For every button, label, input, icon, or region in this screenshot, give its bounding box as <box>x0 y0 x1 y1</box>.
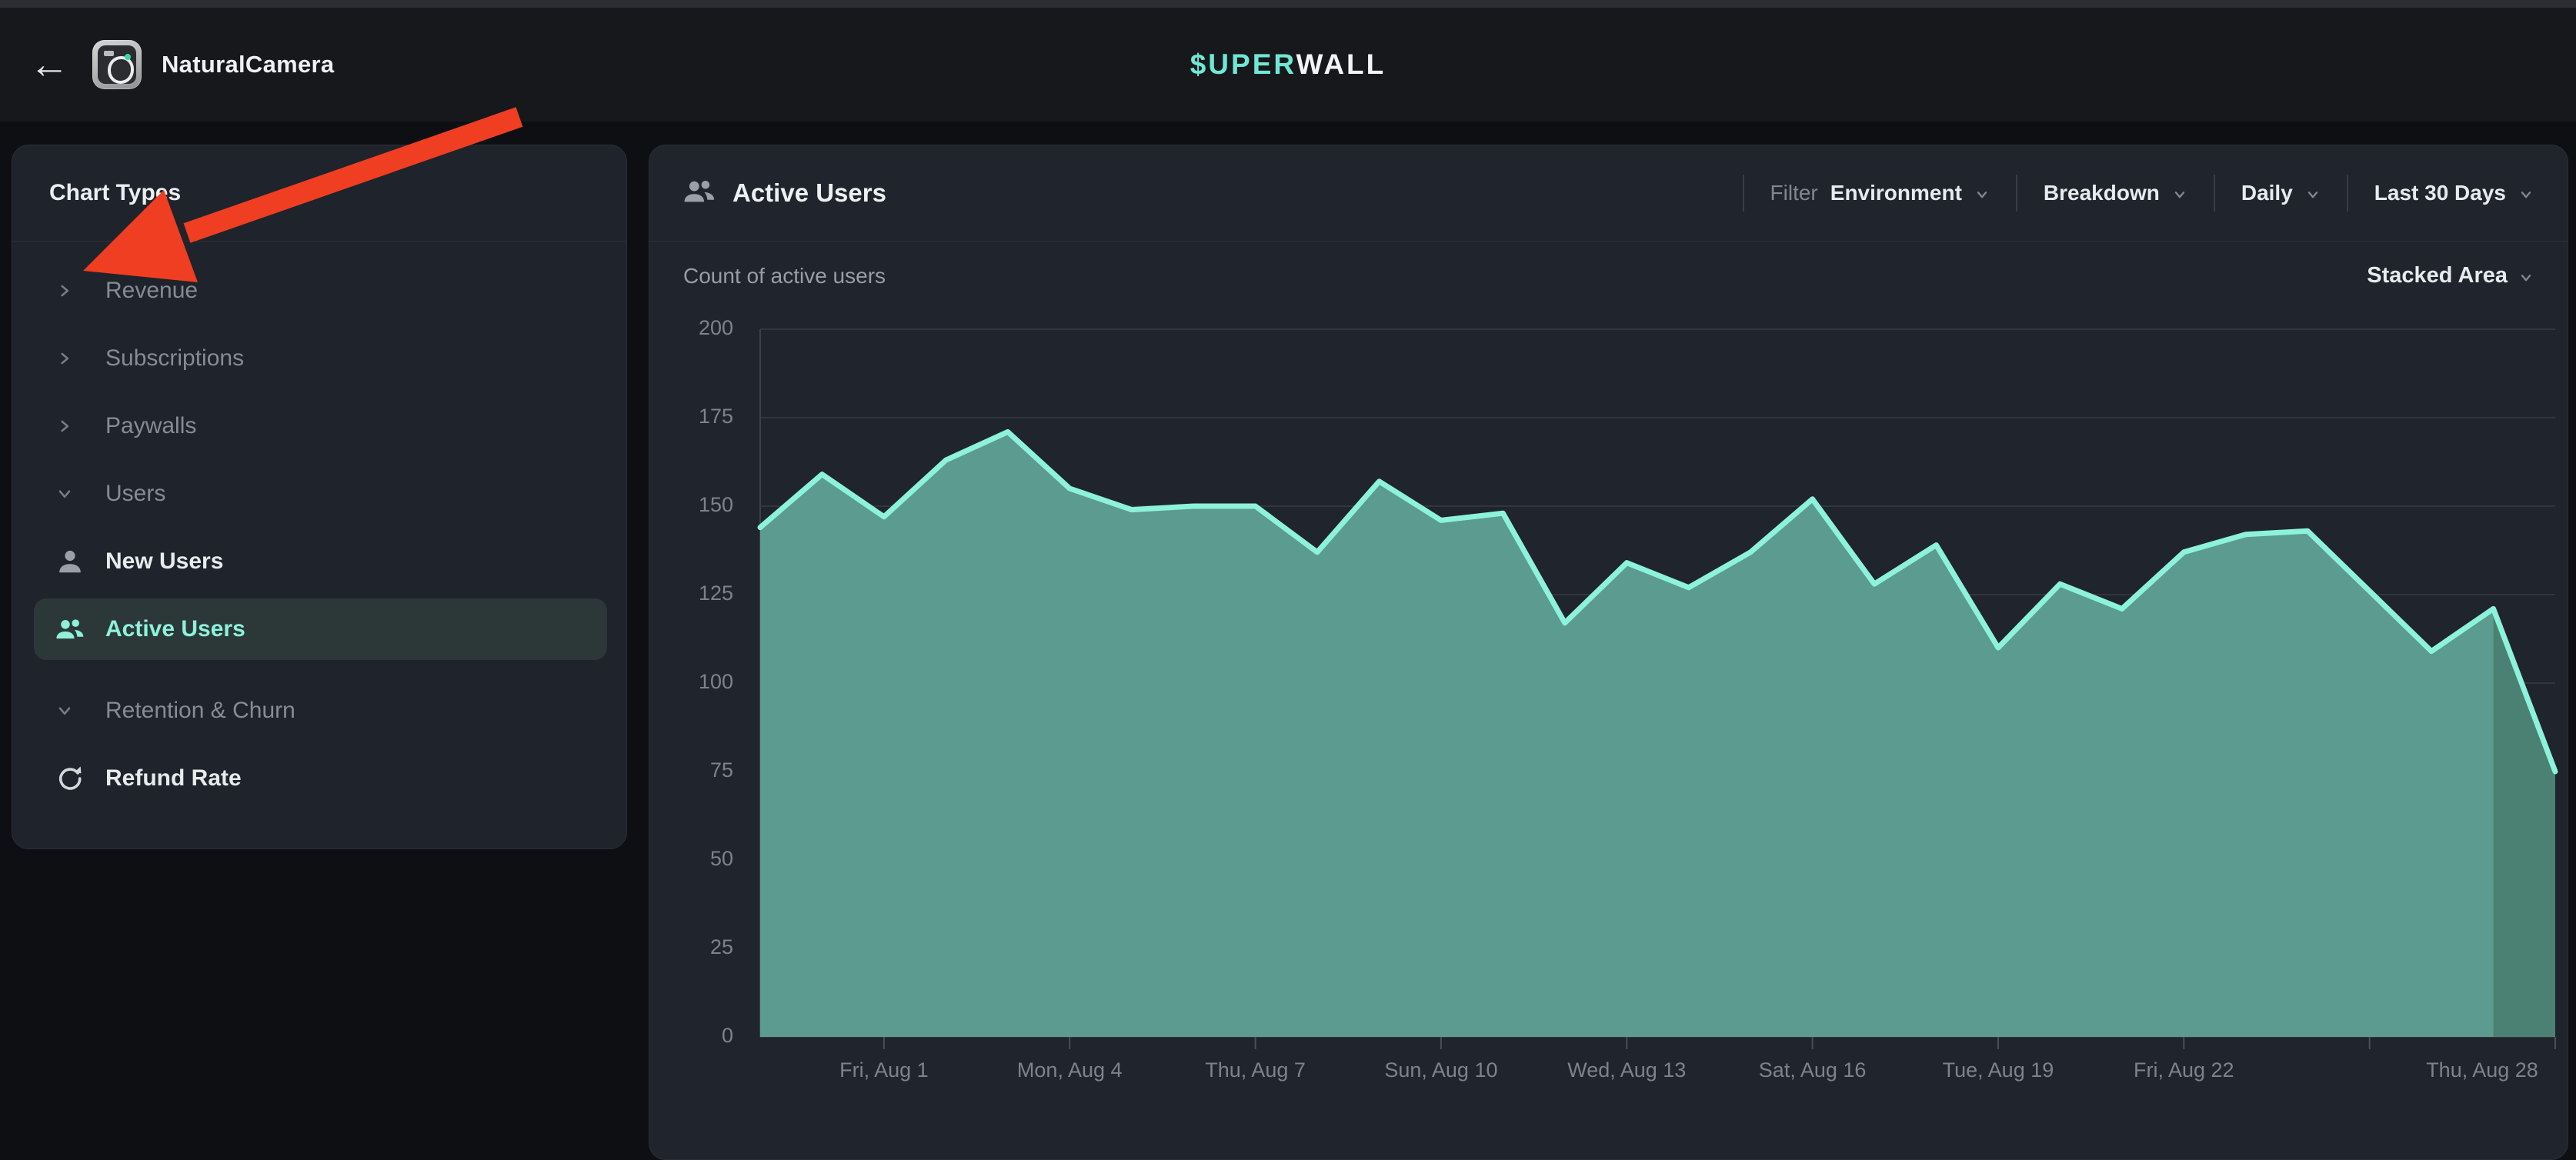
x-axis-label: Mon, Aug 4 <box>1016 1058 1123 1082</box>
x-axis-label: Thu, Aug 7 <box>1205 1058 1306 1082</box>
sidebar-group-label: Retention & Churn <box>105 698 295 723</box>
chevron-right-icon <box>61 352 69 365</box>
sidebar-group-retention-churn[interactable]: Retention & Churn <box>12 677 626 745</box>
x-axis-label: Thu, Aug 28 <box>2426 1058 2538 1082</box>
person-icon <box>59 550 81 573</box>
area-fill <box>760 432 2555 1037</box>
filter-separator <box>1742 175 1744 212</box>
chevron-down-icon <box>2174 192 2185 198</box>
topbar: ← NaturalCamera $UPERWALL <box>0 8 2576 122</box>
filter-value: Environment <box>1830 181 1962 205</box>
active-users-chart: 0 25 50 75 100 125 150 175 200 Fri, Aug 1 Mon, Aug… <box>699 316 2558 1082</box>
filter-last-30-days[interactable]: Last 30 Days <box>2374 181 2534 205</box>
x-axis-label: Sat, Aug 16 <box>1758 1058 1867 1082</box>
y-axis-label: 125 <box>698 582 733 605</box>
filter-environment[interactable]: Filter Environment <box>1770 181 1990 205</box>
x-axis-label: Wed, Aug 13 <box>1567 1058 1687 1082</box>
filter-separator <box>2213 175 2215 212</box>
app-name: NaturalCamera <box>162 51 335 78</box>
x-axis-label: Fri, Aug 1 <box>839 1058 929 1082</box>
y-axis-label: 100 <box>698 670 733 693</box>
sidebar-group-subscriptions[interactable]: Subscriptions <box>12 325 626 392</box>
active-users-panel: Active Users Filter Environment Breakdown D… <box>649 145 2568 1160</box>
filter-value: Last 30 Days <box>2374 181 2506 205</box>
sidebar-list: Revenue Subscriptions Paywalls Users New Use… <box>12 242 626 812</box>
chevron-down-icon <box>58 707 71 715</box>
chevron-down-icon <box>2521 274 2531 281</box>
app-icon-camera <box>92 40 142 89</box>
chart-subtitle: Count of active users <box>683 263 886 288</box>
sidebar-group-label: Users <box>105 481 166 506</box>
refresh-icon <box>58 766 82 790</box>
y-axis-label: 0 <box>721 1024 733 1047</box>
sidebar-item-label: New Users <box>105 548 224 574</box>
y-axis-label: 175 <box>698 405 733 428</box>
sidebar-group-label: Subscriptions <box>105 345 245 371</box>
chevron-down-icon <box>1977 192 1987 198</box>
back-button[interactable]: ← <box>29 42 69 87</box>
camera-icon <box>98 45 136 84</box>
y-axis-label: 200 <box>698 316 733 339</box>
sidebar-item-new-users[interactable]: New Users <box>12 528 626 595</box>
chevron-down-icon <box>2521 192 2531 198</box>
chart-type-selector[interactable]: Stacked Area <box>2367 263 2534 288</box>
filter-value: Breakdown <box>2043 181 2160 205</box>
sidebar-group-label: Paywalls <box>105 413 197 438</box>
panel-header: Active Users Filter Environment Breakdown D… <box>649 145 2568 242</box>
panel-title: Active Users <box>732 178 886 207</box>
superwall-logo: $UPERWALL <box>1190 48 1386 80</box>
sidebar-item-active-users[interactable]: Active Users <box>34 598 607 660</box>
chart-subheader: Count of active users Stacked Area <box>649 242 2568 288</box>
sidebar-group-paywalls[interactable]: Paywalls <box>12 392 626 460</box>
sidebar-group-users[interactable]: Users <box>12 460 626 528</box>
x-axis-label: Sun, Aug 10 <box>1384 1058 1498 1082</box>
filter-prefix: Filter <box>1770 181 1818 205</box>
users-icon <box>683 176 716 211</box>
x-axis-label: Tue, Aug 19 <box>1942 1058 2054 1082</box>
chevron-down-icon <box>2307 192 2317 198</box>
filter-daily[interactable]: Daily <box>2241 181 2321 205</box>
filter-separator <box>2346 175 2348 212</box>
sidebar-group-revenue[interactable]: Revenue <box>12 257 626 325</box>
sidebar-item-label: Refund Rate <box>105 765 242 791</box>
users-icon <box>56 619 84 639</box>
filter-value: Daily <box>2241 181 2293 205</box>
series-line <box>757 428 2558 775</box>
chevron-right-icon <box>61 285 69 297</box>
filter-bar: Filter Environment Breakdown Daily Last 30 D… <box>1742 175 2534 212</box>
sidebar-title: Chart Types <box>12 145 626 242</box>
sidebar-item-refund-rate[interactable]: Refund Rate <box>12 745 626 812</box>
chevron-right-icon <box>61 420 69 432</box>
area-fill-last-segment <box>2493 608 2555 1037</box>
y-axis-label: 150 <box>698 493 733 516</box>
x-axis-label: Fri, Aug 22 <box>2134 1058 2234 1082</box>
users-icon <box>684 180 715 202</box>
y-axis-label: 75 <box>709 758 733 782</box>
y-axis-label: 50 <box>709 847 733 870</box>
y-axis-label: 25 <box>709 935 733 958</box>
chart-types-sidebar: Chart Types Revenue Subscriptions Paywalls… <box>12 145 627 849</box>
sidebar-group-label: Revenue <box>105 278 199 303</box>
window-top-edge <box>0 0 2576 8</box>
sidebar-item-label: Active Users <box>105 616 245 642</box>
chevron-down-icon <box>58 490 71 498</box>
filter-breakdown[interactable]: Breakdown <box>2044 181 2187 205</box>
chart-plot <box>757 328 2558 1049</box>
filter-separator <box>2015 175 2017 212</box>
